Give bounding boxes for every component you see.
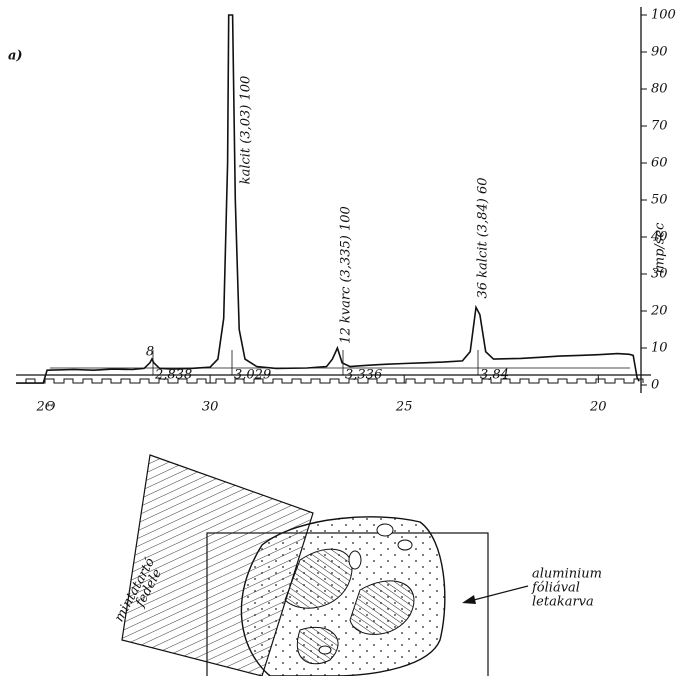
d-label: 3,84: [480, 368, 509, 383]
peak-label: 8: [146, 345, 154, 360]
arrow: [465, 585, 529, 603]
x-tick-label: 20: [589, 400, 607, 415]
y-tick-label: 90: [651, 45, 668, 60]
pore: [318, 645, 332, 655]
d-label: 3,029: [234, 368, 271, 383]
peak-label: kalcit (3,03) 100: [239, 76, 254, 185]
panel-label: a): [8, 49, 23, 64]
arrow-head: [462, 595, 476, 604]
peak-label: 12 kvarc (3,335) 100: [339, 206, 354, 344]
d-label: 3,336: [345, 368, 382, 383]
x-scale: [16, 378, 644, 384]
trace: [16, 14, 640, 384]
pore: [376, 523, 394, 537]
y-tick-label: 40: [650, 230, 668, 245]
y-tick-label: 10: [651, 341, 668, 356]
y-tick-label: 30: [651, 267, 668, 282]
d-label: 2,838: [154, 368, 192, 383]
x-tick-label: 30: [202, 400, 219, 415]
pore: [348, 550, 362, 570]
y-tick-label: 70: [651, 119, 668, 134]
y-tick-label: 0: [651, 378, 659, 393]
grain: [296, 626, 339, 665]
foil-label: aluminium: [532, 567, 602, 582]
peak-label: 36 kalcit (3,84) 60: [476, 177, 491, 298]
pore: [397, 539, 413, 551]
foil-label: fóliával: [531, 581, 580, 596]
grain: [284, 548, 353, 609]
y-axis-label: imp/sec: [653, 222, 668, 274]
y-tick-label: 80: [651, 82, 668, 97]
grain: [349, 580, 415, 635]
x-tick-label: 25: [395, 400, 413, 415]
y-tick-label: 100: [651, 8, 676, 23]
y-tick-label: 20: [650, 304, 668, 319]
y-tick-label: 50: [651, 193, 668, 208]
x-axis-label: 2Θ: [36, 400, 56, 415]
y-tick-label: 60: [651, 156, 668, 171]
foil-label: letakarva: [532, 595, 594, 610]
